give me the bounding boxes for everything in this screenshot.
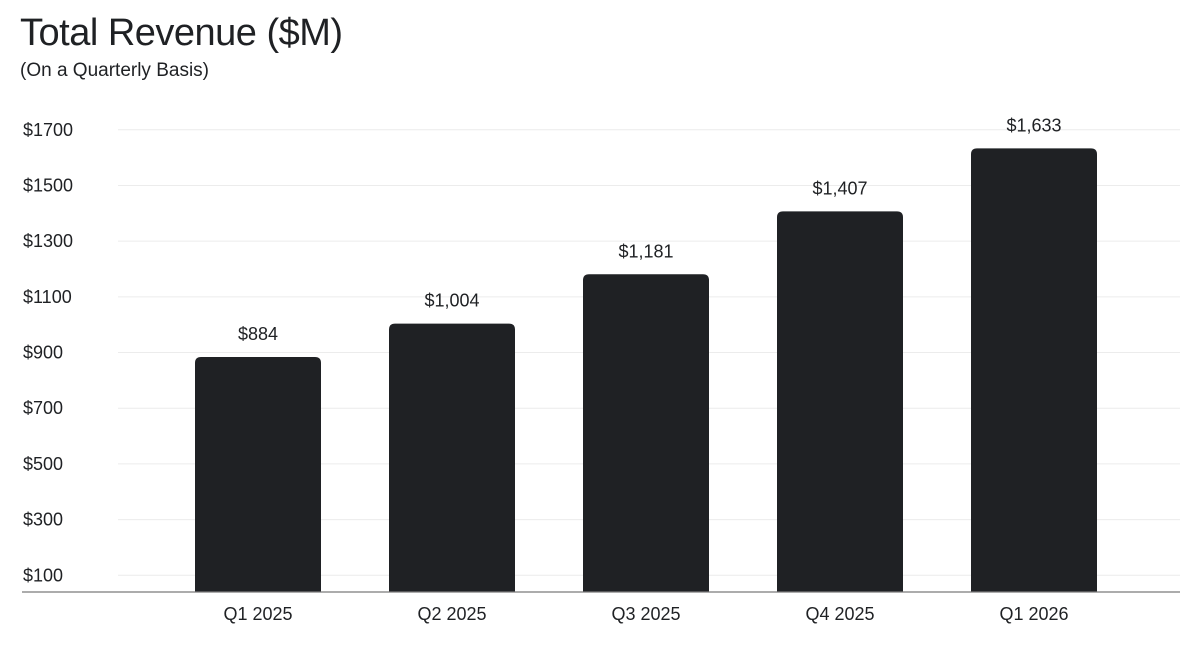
- y-tick-label: $100: [23, 565, 63, 585]
- bar-value-label: $1,181: [618, 241, 673, 261]
- y-tick-label: $1700: [23, 120, 73, 140]
- bar-value-label: $1,633: [1006, 115, 1061, 135]
- x-tick-label: Q1 2026: [999, 604, 1068, 624]
- x-tick-label: Q2 2025: [417, 604, 486, 624]
- chart-title: Total Revenue ($M): [20, 12, 343, 54]
- x-axis-tick-labels: Q1 2025 Q2 2025 Q3 2025 Q4 2025 Q1 2026: [223, 604, 1068, 624]
- y-tick-label: $700: [23, 398, 63, 418]
- bars: [195, 148, 1097, 593]
- y-axis-tick-labels: $100 $300 $500 $700 $900 $1100 $1300 $1500 $1700: [23, 120, 73, 586]
- x-tick-label: Q3 2025: [611, 604, 680, 624]
- bar-value-label: $1,407: [812, 178, 867, 198]
- bar: [777, 211, 903, 592]
- x-tick-label: Q1 2025: [223, 604, 292, 624]
- bar: [389, 323, 515, 592]
- y-tick-label: $300: [23, 510, 63, 530]
- bar: [583, 274, 709, 592]
- y-tick-label: $1100: [23, 287, 72, 307]
- y-tick-label: $1500: [23, 175, 73, 195]
- chart-subtitle: (On a Quarterly Basis): [20, 60, 209, 81]
- bar-value-labels: $884 $1,004 $1,181 $1,407 $1,633: [238, 115, 1062, 344]
- bar: [195, 356, 321, 592]
- y-tick-label: $900: [23, 343, 63, 363]
- y-tick-label: $1300: [23, 231, 73, 251]
- bar: [971, 148, 1097, 593]
- x-tick-label: Q4 2025: [805, 604, 874, 624]
- bar-value-label: $1,004: [424, 291, 479, 311]
- y-tick-label: $500: [23, 454, 63, 474]
- bar-value-label: $884: [238, 324, 278, 344]
